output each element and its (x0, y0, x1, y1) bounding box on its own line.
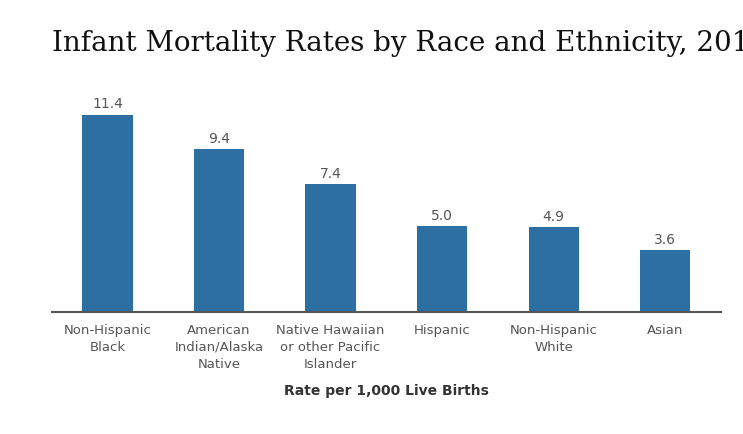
Text: 3.6: 3.6 (655, 233, 676, 247)
Text: 9.4: 9.4 (208, 132, 230, 146)
Text: 11.4: 11.4 (92, 98, 123, 112)
X-axis label: Rate per 1,000 Live Births: Rate per 1,000 Live Births (284, 385, 489, 398)
Bar (194, 149, 244, 312)
Bar (528, 227, 579, 312)
Bar (417, 226, 467, 312)
Bar (82, 115, 132, 312)
Text: 5.0: 5.0 (431, 209, 453, 223)
Bar (640, 250, 690, 312)
Bar (305, 184, 356, 312)
Text: 4.9: 4.9 (542, 210, 565, 224)
Text: Infant Mortality Rates by Race and Ethnicity, 2016: Infant Mortality Rates by Race and Ethni… (52, 30, 743, 57)
Text: 7.4: 7.4 (319, 167, 342, 181)
